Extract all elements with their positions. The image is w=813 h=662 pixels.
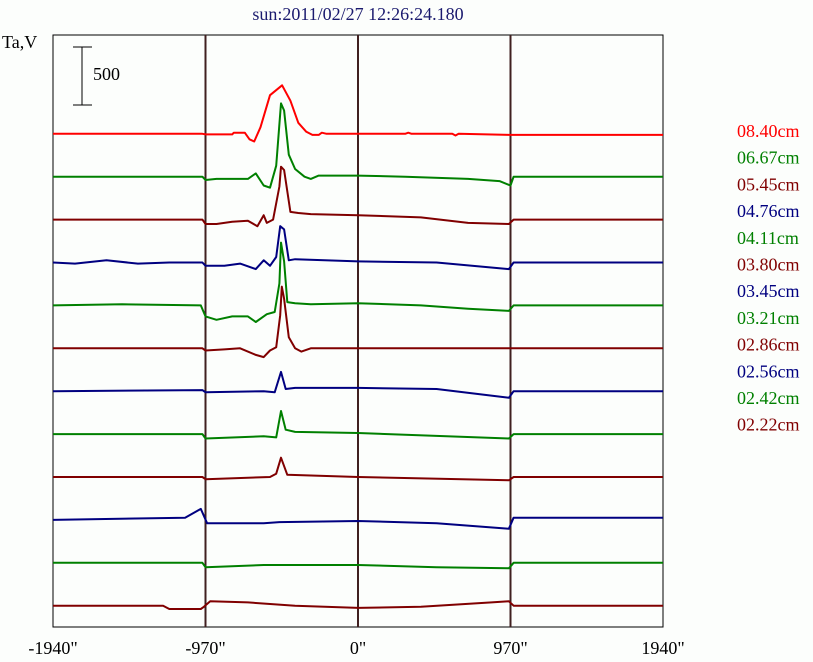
x-tick-label: -970" xyxy=(185,638,225,658)
trace-02-22cm xyxy=(53,600,663,610)
chart-title: sun:2011/02/27 12:26:24.180 xyxy=(252,4,463,24)
legend-entry: 02.56cm xyxy=(737,361,800,381)
legend-entry: 02.86cm xyxy=(737,335,800,355)
x-tick-label: -1940" xyxy=(28,638,77,658)
trace-04-76cm xyxy=(52,225,663,271)
x-tick-label: 1940" xyxy=(641,638,684,658)
trace-02-86cm xyxy=(53,456,663,482)
trace-06-67cm xyxy=(53,102,663,189)
legend-entry: 04.11cm xyxy=(737,228,799,248)
legend-entry: 04.76cm xyxy=(737,201,800,221)
legend-entry: 03.80cm xyxy=(737,255,800,275)
trace-04-11cm xyxy=(52,241,663,323)
legend-entry: 02.22cm xyxy=(737,415,800,435)
legend-entry: 03.21cm xyxy=(737,308,800,328)
legend-entry: 05.45cm xyxy=(737,174,800,194)
trace-02-56cm xyxy=(52,507,663,530)
x-tick-label: 970" xyxy=(493,638,527,658)
legend-entry: 03.45cm xyxy=(737,281,800,301)
legend-entry: 06.67cm xyxy=(737,148,800,168)
x-tick-label: 0" xyxy=(350,638,366,658)
x-axis-ticks: -1940" -970" 0" 970" 1940" xyxy=(28,638,684,658)
traces xyxy=(52,84,663,610)
legend-entry: 08.40cm xyxy=(737,121,800,141)
trace-02-42cm xyxy=(53,561,663,570)
legend-entry: 02.42cm xyxy=(737,388,800,408)
y-axis-label: Ta,V xyxy=(2,32,37,52)
trace-05-45cm xyxy=(53,165,663,228)
vertical-lines xyxy=(204,35,512,627)
legend: 08.40cm 06.67cm 05.45cm 04.76cm 04.11cm 03.80… xyxy=(737,121,800,435)
trace-08-40cm xyxy=(53,84,663,143)
scale-bar-label: 500 xyxy=(93,64,120,84)
trace-03-21cm xyxy=(53,410,663,440)
scale-bar: 500 xyxy=(73,46,120,106)
trace-03-80cm xyxy=(53,285,663,359)
trace-03-45cm xyxy=(52,370,663,399)
